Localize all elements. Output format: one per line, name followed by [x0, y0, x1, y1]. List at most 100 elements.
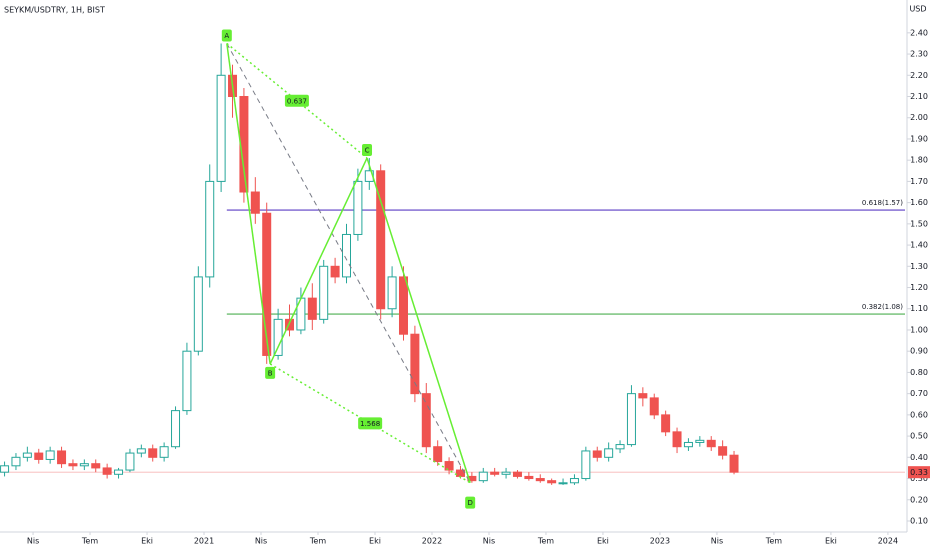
candle-body — [569, 478, 579, 484]
candle-body — [91, 463, 101, 469]
y-tick-label: 0.40 — [910, 453, 928, 462]
y-tick-label: 0.10 — [910, 516, 928, 525]
x-tick-label: Nis — [255, 537, 267, 546]
candle-body — [285, 318, 295, 331]
x-tick-label: Eki — [369, 537, 381, 546]
x-tick-label: Tem — [765, 537, 782, 546]
candle-body — [444, 461, 454, 471]
candle-body — [171, 410, 181, 448]
candle-body — [353, 180, 363, 235]
candle-body — [490, 471, 500, 475]
y-tick-label: 1.60 — [910, 198, 928, 207]
y-tick-label: 2.00 — [910, 113, 928, 122]
candle-body — [706, 439, 716, 448]
candle-body — [273, 318, 283, 356]
point-badge — [465, 496, 476, 509]
x-tick-label: Tem — [537, 537, 554, 546]
chart-title: SEYKM/USDTRY, 1H, BIST — [4, 6, 105, 15]
level-label: 0.382(1.08) — [862, 303, 903, 311]
pattern-leg — [366, 157, 471, 484]
y-axis-label: USD — [909, 5, 926, 14]
point-label: A — [224, 32, 229, 40]
last-price-badge — [908, 466, 930, 479]
candle-body — [478, 471, 488, 482]
y-tick-label: 1.10 — [910, 304, 928, 313]
ratio-label: 0.637 — [287, 97, 307, 105]
pattern-leg — [226, 43, 271, 365]
candle-body — [22, 452, 32, 458]
level-label: 0.618(1.57) — [862, 199, 903, 207]
point-label: D — [467, 499, 472, 507]
x-tick-label: Eki — [597, 537, 609, 546]
candle-body — [638, 393, 648, 399]
y-tick-label: 0.20 — [910, 495, 928, 504]
y-tick-label: 0.90 — [910, 347, 928, 356]
pattern-leg — [269, 157, 368, 365]
y-tick-label: 2.40 — [910, 28, 928, 37]
candle-body — [626, 393, 636, 446]
candle-body — [547, 480, 557, 484]
candle-body — [649, 397, 659, 416]
ratio-label: 1.568 — [360, 420, 380, 428]
candle-body — [604, 448, 614, 458]
y-tick-label: 1.30 — [910, 262, 928, 271]
candle-body — [421, 393, 431, 448]
last-price-label: 0.33 — [910, 468, 928, 477]
x-tick-label: 2022 — [422, 537, 442, 546]
candle-body — [501, 471, 511, 475]
y-tick-label: 1.40 — [910, 241, 928, 250]
candle-body — [159, 446, 169, 458]
candle-body — [535, 478, 545, 482]
y-tick-label: 0.80 — [910, 368, 928, 377]
point-badge — [221, 29, 232, 42]
candle-body — [683, 441, 693, 448]
point-label: C — [365, 147, 370, 155]
candle-body — [695, 439, 705, 443]
point-badge — [362, 144, 373, 157]
candle-body — [558, 482, 568, 485]
y-tick-label: 0.70 — [910, 389, 928, 398]
y-tick-label: 1.90 — [910, 134, 928, 143]
candle-body — [592, 450, 602, 458]
candle-body — [581, 450, 591, 480]
y-tick-label: 1.20 — [910, 283, 928, 292]
ratio-badge — [284, 94, 309, 107]
candle-body — [718, 446, 728, 456]
y-tick-label: 1.50 — [910, 219, 928, 228]
candle-body — [615, 444, 625, 450]
x-tick-label: Eki — [825, 537, 837, 546]
candle-body — [114, 469, 124, 475]
y-tick-label: 2.20 — [910, 71, 928, 80]
x-tick-label: Nis — [27, 537, 39, 546]
candle-body — [79, 463, 89, 467]
pattern-diagonal — [226, 43, 471, 484]
candle-body — [512, 471, 522, 477]
y-tick-label: 2.30 — [910, 50, 928, 59]
candle-body — [319, 265, 329, 320]
x-tick-label: Nis — [483, 537, 495, 546]
candle-body — [376, 170, 386, 310]
candle-body — [125, 452, 135, 471]
y-tick-label: 1.70 — [910, 177, 928, 186]
x-tick-label: Tem — [309, 537, 326, 546]
candle-body — [387, 276, 397, 310]
candle-body — [661, 414, 671, 433]
candle-body — [0, 465, 10, 473]
point-label: B — [268, 369, 273, 377]
x-tick-label: 2023 — [650, 537, 670, 546]
candle-body — [262, 212, 272, 356]
candle-body — [148, 448, 158, 458]
x-tick-label: Nis — [711, 537, 723, 546]
candle-body — [11, 456, 21, 467]
candle-body — [68, 463, 78, 467]
x-tick-label: 2021 — [194, 537, 214, 546]
candle-body — [136, 448, 146, 454]
candle-body — [729, 454, 739, 473]
candle-body — [205, 180, 215, 278]
x-tick-label: Tem — [81, 537, 98, 546]
candle-body — [433, 446, 443, 463]
y-tick-label: 2.10 — [910, 92, 928, 101]
candle-body — [250, 191, 260, 214]
